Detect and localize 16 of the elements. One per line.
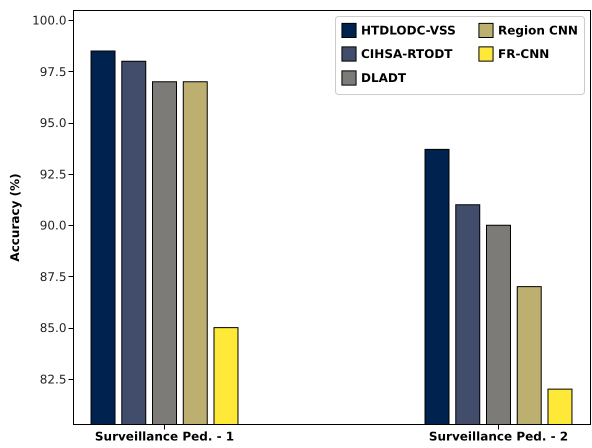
y-tick-label: 97.5 xyxy=(40,64,66,79)
y-tick-label: 85.0 xyxy=(40,321,66,336)
y-tick-label: 87.5 xyxy=(40,270,66,284)
x-tick-label: Surveillance Ped. - 1 xyxy=(94,430,234,444)
y-axis-title: Accuracy (%) xyxy=(8,173,22,262)
y-tick-label: 95.0 xyxy=(40,116,66,130)
legend-label: DLADT xyxy=(361,71,407,85)
y-tick-label: 92.5 xyxy=(40,167,66,182)
x-tick-label: Surveillance Ped. - 2 xyxy=(428,430,568,444)
legend-label: FR-CNN xyxy=(498,47,550,61)
legend-label: CIHSA-RTODT xyxy=(361,47,454,61)
y-tick-label: 82.5 xyxy=(40,372,66,386)
legend-label: Region CNN xyxy=(498,23,578,38)
y-tick-label: 90.0 xyxy=(40,218,66,233)
legend-label: HTDLODC-VSS xyxy=(361,23,456,38)
y-tick-label: 100.0 xyxy=(32,14,66,28)
